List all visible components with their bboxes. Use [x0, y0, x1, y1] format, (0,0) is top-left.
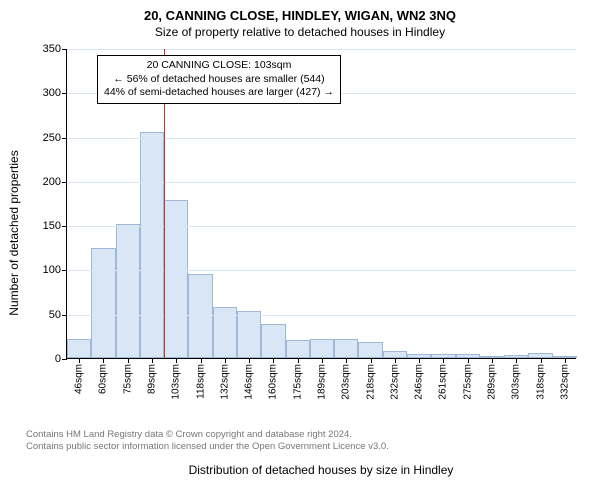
x-tick-mark: [419, 358, 420, 363]
chart-frame: 20 CANNING CLOSE: 103sqm← 56% of detache…: [66, 49, 576, 359]
footer-line2: Contains public sector information licen…: [26, 441, 590, 453]
chart-title: 20, CANNING CLOSE, HINDLEY, WIGAN, WN2 3…: [10, 8, 590, 23]
bar: [164, 200, 188, 358]
bar: [237, 311, 261, 358]
x-tick-label: 332sqm: [559, 364, 570, 400]
x-tick-mark: [322, 358, 323, 363]
bar: [261, 324, 285, 358]
y-tick-mark: [62, 93, 67, 94]
x-tick-mark: [273, 358, 274, 363]
bar: [334, 339, 358, 358]
x-tick-mark: [225, 358, 226, 363]
x-tick-mark: [298, 358, 299, 363]
x-tick-mark: [492, 358, 493, 363]
x-tick-mark: [128, 358, 129, 363]
x-tick-mark: [468, 358, 469, 363]
grid-line: [67, 270, 576, 271]
grid-line: [67, 138, 576, 139]
bar: [286, 340, 310, 358]
bar: [358, 342, 382, 358]
y-tick-label: 200: [43, 176, 61, 188]
x-tick-label: 218sqm: [365, 364, 376, 400]
bar: [116, 224, 140, 358]
y-tick-label: 350: [43, 43, 61, 55]
annotation-box: 20 CANNING CLOSE: 103sqm← 56% of detache…: [97, 55, 341, 104]
x-tick-mark: [249, 358, 250, 363]
x-tick-label: 203sqm: [341, 364, 352, 400]
x-tick-mark: [541, 358, 542, 363]
y-tick-label: 100: [43, 264, 61, 276]
x-tick-mark: [346, 358, 347, 363]
x-tick-label: 132sqm: [219, 364, 230, 400]
x-tick-label: 118sqm: [195, 364, 206, 399]
x-tick-label: 289sqm: [487, 364, 498, 400]
bar: [67, 339, 91, 358]
grid-line: [67, 315, 576, 316]
x-tick-mark: [443, 358, 444, 363]
y-tick-mark: [62, 138, 67, 139]
bar: [140, 132, 164, 358]
y-tick-label: 0: [55, 353, 61, 365]
bar: [188, 274, 212, 358]
x-tick-label: 60sqm: [98, 364, 109, 394]
x-tick-mark: [371, 358, 372, 363]
x-tick-label: 160sqm: [268, 364, 279, 400]
plot-area: Number of detached properties 20 CANNING…: [20, 43, 580, 423]
y-tick-mark: [62, 49, 67, 50]
y-tick-mark: [62, 359, 67, 360]
grid-line: [67, 226, 576, 227]
x-tick-label: 146sqm: [244, 364, 255, 400]
x-tick-mark: [152, 358, 153, 363]
y-tick-mark: [62, 270, 67, 271]
footer-line1: Contains HM Land Registry data © Crown c…: [26, 429, 590, 441]
x-tick-label: 189sqm: [317, 364, 328, 400]
x-tick-label: 303sqm: [511, 364, 522, 400]
x-tick-label: 246sqm: [414, 364, 425, 400]
y-tick-mark: [62, 315, 67, 316]
x-tick-label: 103sqm: [171, 364, 182, 400]
x-tick-mark: [201, 358, 202, 363]
x-tick-mark: [103, 358, 104, 363]
y-tick-label: 50: [49, 309, 61, 321]
bar: [383, 351, 407, 358]
x-tick-label: 175sqm: [292, 364, 303, 400]
bar: [91, 248, 115, 358]
x-tick-label: 318sqm: [535, 364, 546, 400]
y-tick-mark: [62, 182, 67, 183]
y-tick-label: 300: [43, 87, 61, 99]
chart-subtitle: Size of property relative to detached ho…: [10, 25, 590, 39]
x-tick-mark: [79, 358, 80, 363]
x-tick-label: 261sqm: [438, 364, 449, 400]
x-tick-label: 275sqm: [462, 364, 473, 400]
x-tick-mark: [565, 358, 566, 363]
x-tick-mark: [176, 358, 177, 363]
footer: Contains HM Land Registry data © Crown c…: [10, 429, 590, 454]
y-tick-label: 150: [43, 220, 61, 232]
x-axis-label: Distribution of detached houses by size …: [66, 463, 576, 477]
x-tick-label: 89sqm: [147, 364, 158, 394]
x-tick-label: 46sqm: [74, 364, 85, 394]
x-tick-label: 75sqm: [122, 364, 133, 394]
grid-line: [67, 49, 576, 50]
x-tick-label: 232sqm: [389, 364, 400, 400]
y-tick-mark: [62, 226, 67, 227]
y-axis-label: Number of detached properties: [7, 150, 21, 315]
x-tick-mark: [516, 358, 517, 363]
grid-line: [67, 182, 576, 183]
chart-container: 20, CANNING CLOSE, HINDLEY, WIGAN, WN2 3…: [0, 0, 600, 500]
x-tick-mark: [395, 358, 396, 363]
bar: [310, 339, 334, 358]
y-tick-label: 250: [43, 132, 61, 144]
